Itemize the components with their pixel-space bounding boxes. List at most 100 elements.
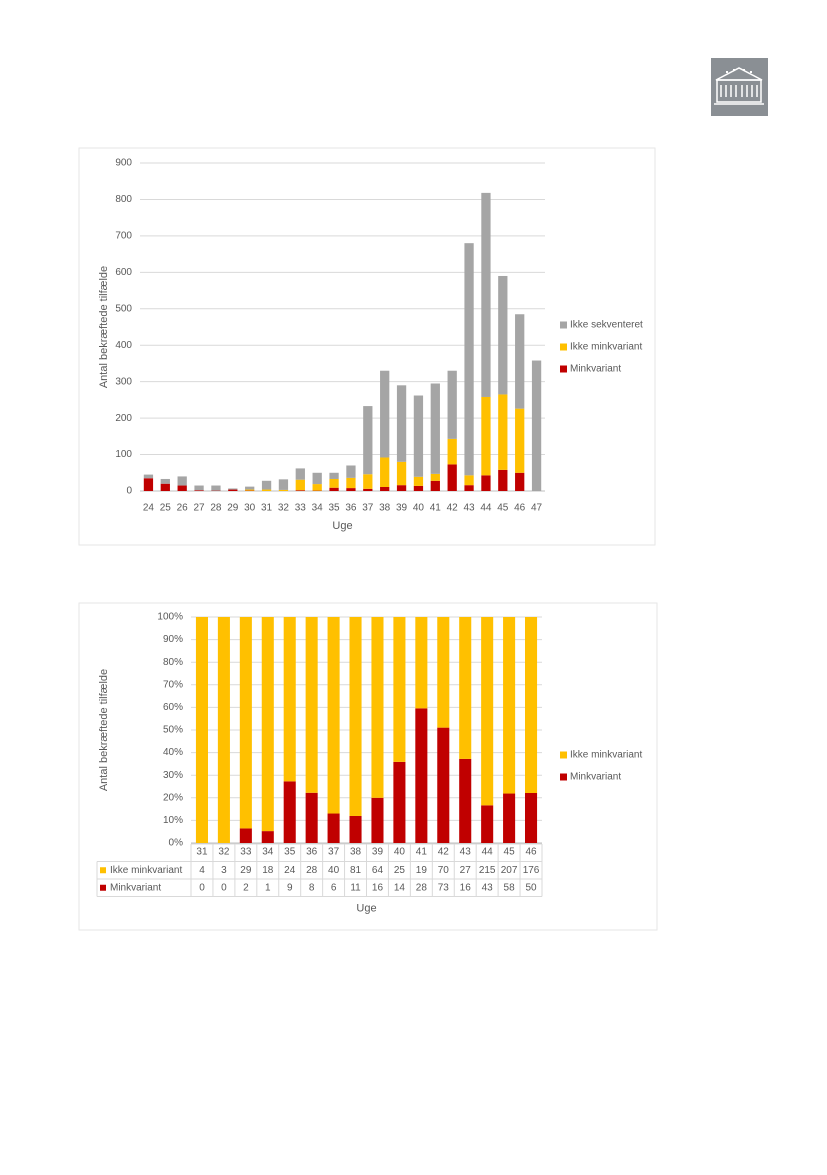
bar-segment bbox=[448, 371, 457, 439]
bar-segment bbox=[329, 479, 338, 488]
bar-segment bbox=[349, 617, 361, 816]
bar-segment bbox=[144, 475, 153, 479]
table-cell: 18 bbox=[262, 865, 274, 876]
bar-segment bbox=[448, 439, 457, 465]
legend-swatch bbox=[560, 774, 567, 781]
table-cell: 9 bbox=[287, 882, 293, 893]
bar-segment bbox=[296, 480, 305, 491]
x-tick-label: 44 bbox=[480, 503, 492, 514]
table-cell: 207 bbox=[501, 865, 518, 876]
bar-segment bbox=[363, 406, 372, 474]
bar-segment bbox=[515, 314, 524, 408]
legend-swatch bbox=[100, 885, 106, 891]
x-tick-label: 31 bbox=[261, 503, 273, 514]
bar-segment bbox=[328, 814, 340, 843]
x-tick-label: 37 bbox=[362, 503, 374, 514]
y-tick-label: 800 bbox=[115, 194, 132, 205]
bar-segment bbox=[464, 243, 473, 475]
table-cell: 81 bbox=[350, 865, 362, 876]
x-axis-label: Uge bbox=[356, 902, 376, 914]
x-tick-label: 30 bbox=[244, 503, 256, 514]
bar-segment bbox=[459, 759, 471, 843]
bar-segment bbox=[397, 385, 406, 462]
bar-segment bbox=[211, 486, 220, 491]
x-tick-label: 32 bbox=[278, 503, 290, 514]
bar-segment bbox=[313, 473, 322, 484]
legend-swatch bbox=[100, 867, 106, 873]
bar-segment bbox=[349, 816, 361, 843]
y-tick-label: 600 bbox=[115, 267, 132, 278]
x-tick-label: 28 bbox=[210, 503, 222, 514]
table-cell: 2 bbox=[243, 882, 249, 893]
logo bbox=[711, 58, 768, 116]
bar-segment bbox=[194, 490, 203, 491]
bar-segment bbox=[515, 409, 524, 473]
bar-segment bbox=[284, 617, 296, 781]
table-cell: 19 bbox=[416, 865, 428, 876]
bar-segment bbox=[218, 617, 230, 843]
x-tick-label: 47 bbox=[531, 503, 543, 514]
table-row-label: Ikke minkvariant bbox=[110, 865, 182, 876]
bar-segment bbox=[525, 793, 537, 843]
table-cell: 16 bbox=[460, 882, 472, 893]
x-tick-label: 39 bbox=[396, 503, 408, 514]
y-tick-label: 900 bbox=[115, 158, 132, 169]
table-cell: 16 bbox=[372, 882, 384, 893]
bar-segment bbox=[306, 617, 318, 793]
bar-segment bbox=[328, 617, 340, 814]
table-cell: 176 bbox=[523, 865, 540, 876]
x-tick-label: 42 bbox=[447, 503, 459, 514]
legend-swatch bbox=[560, 322, 567, 329]
bar-segment bbox=[306, 793, 318, 843]
bar-segment bbox=[346, 478, 355, 488]
table-cell: 40 bbox=[328, 865, 340, 876]
x-tick-label: 34 bbox=[262, 847, 274, 858]
bar-segment bbox=[245, 490, 254, 491]
bar-segment bbox=[415, 708, 427, 843]
y-axis-label: Antal bekræftede tilfælde bbox=[98, 266, 110, 388]
x-tick-label: 33 bbox=[295, 503, 307, 514]
bar-segment bbox=[346, 465, 355, 477]
x-tick-label: 45 bbox=[497, 503, 509, 514]
table-cell: 1 bbox=[265, 882, 271, 893]
y-tick-label: 0 bbox=[126, 486, 132, 497]
bar-segment bbox=[498, 394, 507, 469]
x-tick-label: 26 bbox=[177, 503, 189, 514]
x-tick-label: 43 bbox=[460, 847, 472, 858]
bar-segment bbox=[397, 462, 406, 485]
bar-segment bbox=[262, 617, 274, 831]
x-tick-label: 36 bbox=[306, 847, 318, 858]
y-tick-label: 20% bbox=[163, 792, 183, 803]
bar-segment bbox=[380, 371, 389, 458]
bar-segment bbox=[414, 477, 423, 486]
bar-segment bbox=[437, 728, 449, 843]
y-tick-label: 300 bbox=[115, 376, 132, 387]
bar-segment bbox=[228, 490, 237, 491]
bar-segment bbox=[415, 617, 427, 708]
bar-segment bbox=[329, 488, 338, 491]
y-tick-label: 60% bbox=[163, 702, 183, 713]
bar-segment bbox=[279, 490, 288, 491]
bar-segment bbox=[313, 484, 322, 491]
y-tick-label: 500 bbox=[115, 303, 132, 314]
bar-segment bbox=[284, 781, 296, 843]
bar-segment bbox=[262, 481, 271, 490]
y-tick-label: 100% bbox=[157, 612, 183, 623]
x-tick-label: 46 bbox=[525, 847, 537, 858]
table-cell: 11 bbox=[350, 882, 361, 893]
table-cell: 0 bbox=[221, 882, 227, 893]
bar-segment bbox=[262, 490, 271, 491]
bar-segment bbox=[228, 488, 237, 489]
legend-label: Ikke sekventeret bbox=[570, 320, 643, 331]
table-cell: 73 bbox=[438, 882, 450, 893]
bar-segment bbox=[178, 486, 187, 491]
bar-segment bbox=[329, 473, 338, 479]
x-tick-label: 29 bbox=[227, 503, 239, 514]
table-cell: 43 bbox=[482, 882, 494, 893]
y-tick-label: 50% bbox=[163, 725, 183, 736]
bar-segment bbox=[279, 479, 288, 490]
bar-segment bbox=[498, 470, 507, 491]
bar-segment bbox=[481, 475, 490, 491]
y-tick-label: 40% bbox=[163, 747, 183, 758]
bar-segment bbox=[144, 478, 153, 491]
